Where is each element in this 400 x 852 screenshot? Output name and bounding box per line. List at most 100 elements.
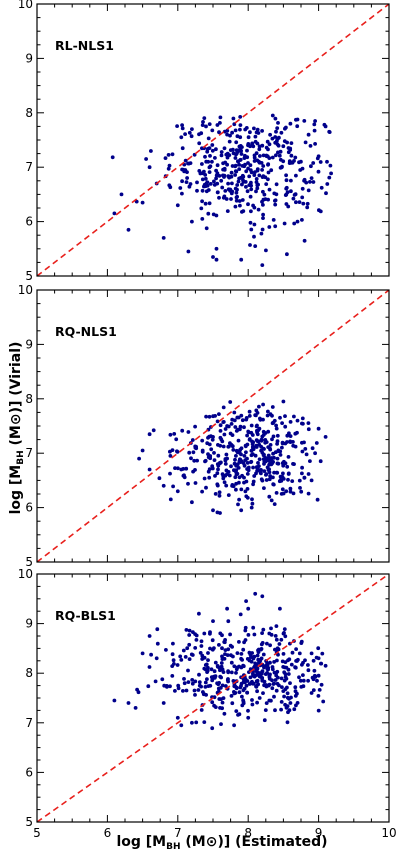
data-point <box>244 683 249 688</box>
data-point <box>226 679 231 684</box>
data-point <box>200 162 204 166</box>
data-point <box>280 461 285 465</box>
data-point <box>259 477 264 482</box>
data-point <box>225 472 229 476</box>
data-point <box>245 433 250 438</box>
data-point <box>274 491 279 495</box>
data-point <box>293 689 298 694</box>
data-point <box>213 492 218 496</box>
data-point <box>264 248 268 253</box>
data-point <box>233 173 238 177</box>
data-point <box>222 432 227 437</box>
data-point <box>267 698 272 703</box>
data-point <box>297 675 301 680</box>
data-point <box>255 666 260 671</box>
data-point <box>261 212 265 217</box>
data-point <box>218 511 222 515</box>
data-point <box>247 650 252 655</box>
data-point <box>187 633 192 637</box>
data-point <box>261 189 265 194</box>
data-point <box>253 413 258 417</box>
data-point <box>289 189 293 194</box>
data-point <box>264 684 269 689</box>
data-point <box>248 144 253 149</box>
data-point <box>250 497 254 502</box>
data-point <box>217 195 221 200</box>
data-point <box>206 651 210 655</box>
data-point <box>193 679 198 684</box>
data-point <box>306 427 311 432</box>
data-point <box>233 457 237 462</box>
data-point <box>133 706 138 710</box>
data-point <box>147 634 152 638</box>
data-point <box>166 153 171 157</box>
data-point <box>212 646 216 650</box>
data-point <box>244 494 249 499</box>
data-point <box>269 626 273 631</box>
data-point <box>220 700 225 705</box>
data-point <box>242 454 247 458</box>
data-point <box>316 169 321 174</box>
data-point <box>289 662 294 667</box>
data-point <box>318 209 323 214</box>
data-point <box>201 120 205 124</box>
data-point <box>212 183 217 187</box>
data-point <box>214 147 218 152</box>
data-point <box>239 652 244 656</box>
data-point <box>246 465 251 470</box>
data-point <box>209 447 214 452</box>
data-point <box>269 498 274 503</box>
data-point <box>179 723 184 728</box>
data-point <box>184 628 189 632</box>
data-point <box>272 470 276 475</box>
data-point <box>288 121 293 126</box>
data-point <box>199 206 204 211</box>
data-point <box>285 720 290 725</box>
data-point <box>222 194 227 199</box>
data-point <box>268 474 272 478</box>
data-point <box>279 637 284 642</box>
data-point <box>279 700 284 704</box>
data-point <box>218 429 223 433</box>
data-point <box>231 116 236 121</box>
data-point <box>246 715 251 720</box>
data-point <box>320 651 325 656</box>
data-point <box>264 701 269 705</box>
data-point <box>270 686 275 691</box>
data-point <box>249 209 253 214</box>
data-point <box>323 663 328 668</box>
data-point <box>237 144 242 149</box>
data-point <box>217 643 221 647</box>
data-point <box>323 435 328 439</box>
data-point <box>260 450 265 455</box>
data-point <box>214 176 219 181</box>
data-point <box>140 448 145 453</box>
data-point <box>207 165 212 170</box>
data-point <box>154 656 159 661</box>
data-point <box>208 154 212 158</box>
data-point <box>309 164 313 169</box>
data-point <box>190 653 195 657</box>
data-point <box>219 178 224 183</box>
data-point <box>261 402 265 407</box>
data-point <box>233 128 238 133</box>
data-point <box>290 650 295 655</box>
data-point <box>170 152 175 157</box>
data-point <box>316 708 321 713</box>
data-point <box>223 462 228 466</box>
data-point <box>300 440 304 445</box>
data-point <box>280 475 285 479</box>
y-axis-title: log [MBH (M⊙)] (Virial) <box>8 342 26 515</box>
data-point <box>182 681 187 686</box>
data-point <box>235 450 240 455</box>
data-point <box>200 449 205 454</box>
data-point <box>207 414 212 419</box>
data-point <box>170 674 175 678</box>
data-point <box>255 700 259 705</box>
data-point <box>168 454 173 458</box>
data-point <box>198 171 203 176</box>
data-point <box>238 115 243 119</box>
data-point <box>224 483 229 488</box>
data-point <box>252 654 257 659</box>
data-point <box>217 130 221 135</box>
